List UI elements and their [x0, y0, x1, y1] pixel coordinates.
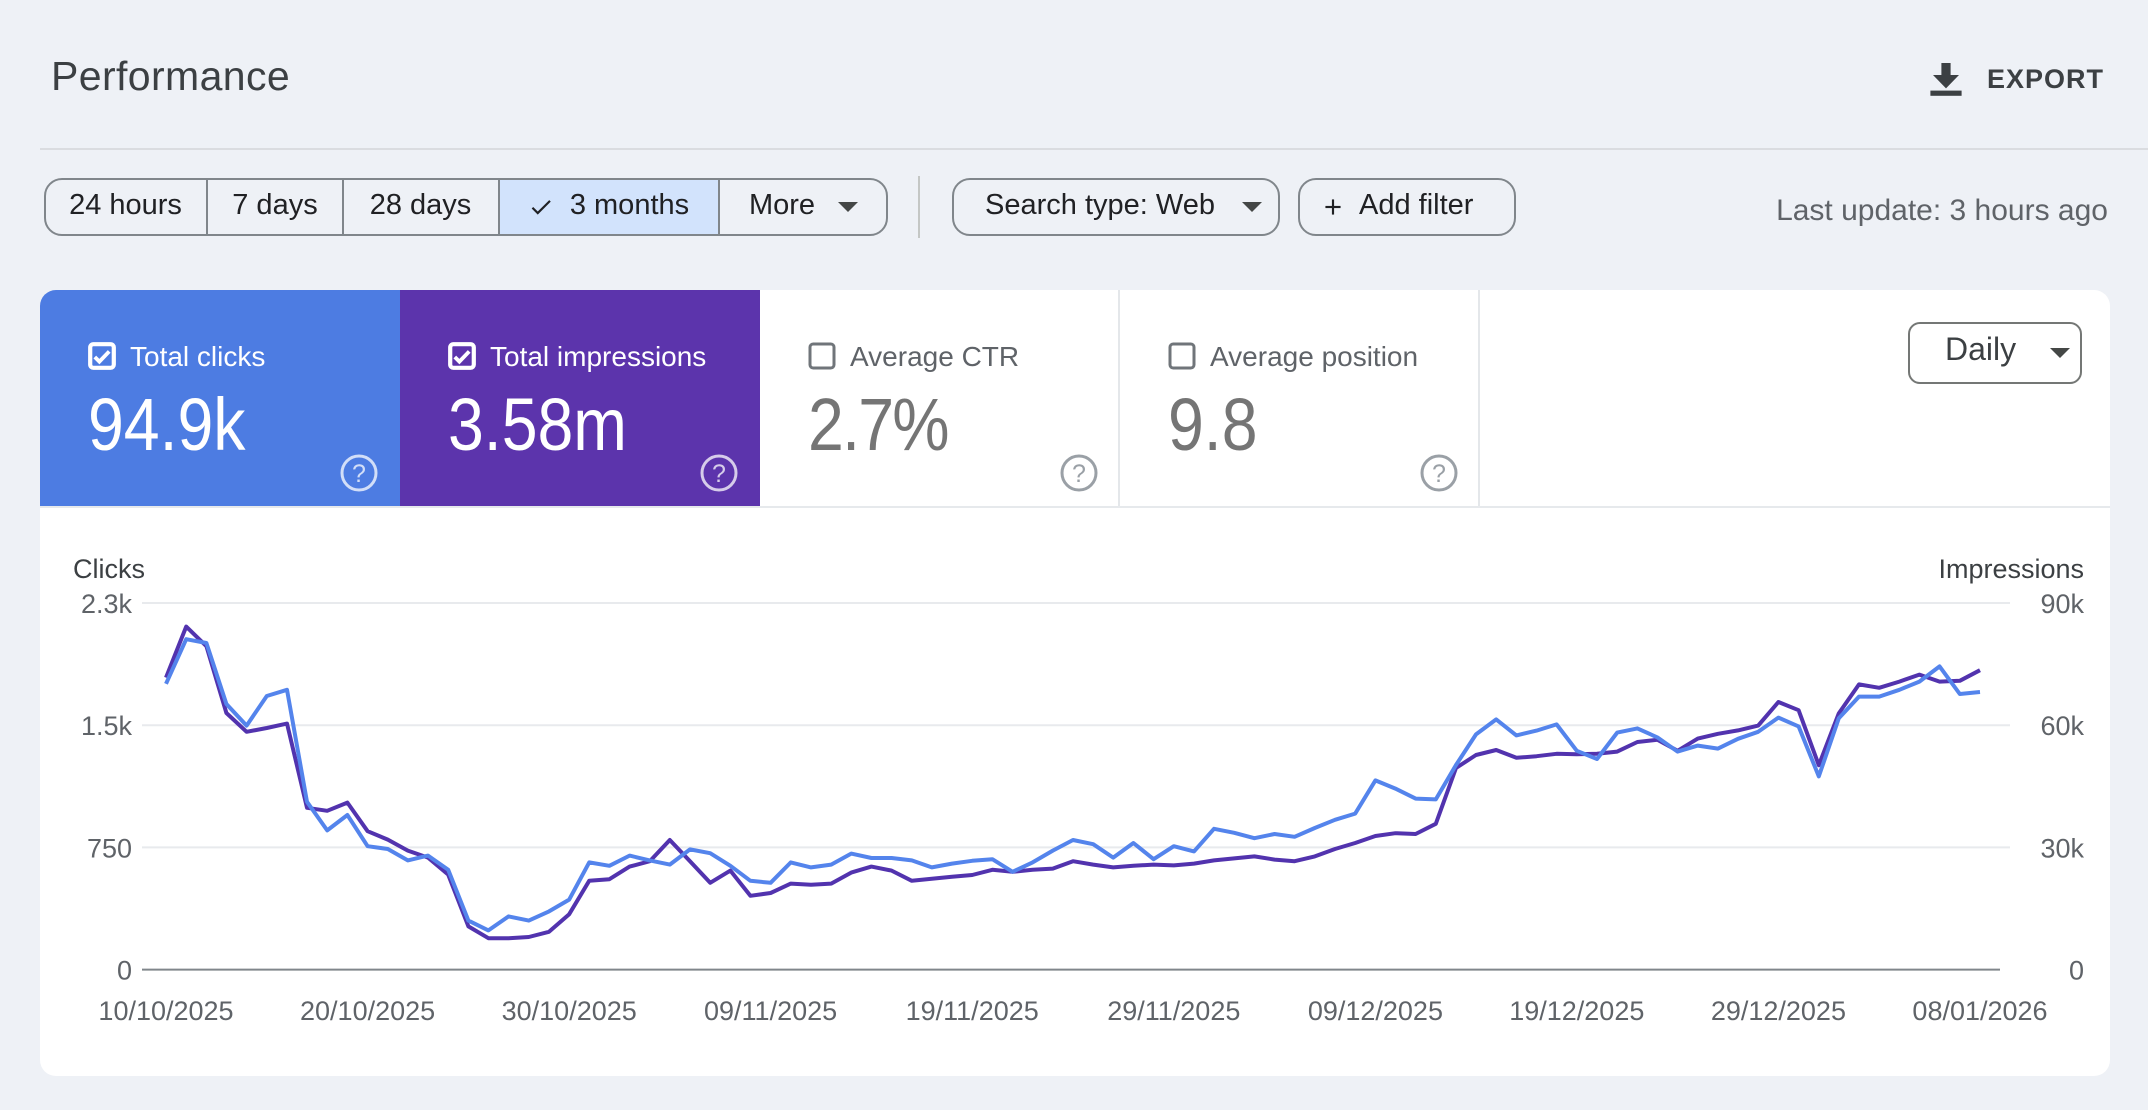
- svg-text:?: ?: [1432, 460, 1446, 488]
- svg-text:09/12/2025: 09/12/2025: [1308, 996, 1443, 1026]
- svg-text:750: 750: [87, 833, 132, 863]
- svg-text:?: ?: [712, 460, 726, 488]
- svg-text:?: ?: [352, 460, 366, 488]
- svg-text:0: 0: [117, 956, 132, 986]
- svg-text:19/12/2025: 19/12/2025: [1509, 996, 1644, 1026]
- svg-text:30k: 30k: [2040, 833, 2084, 863]
- svg-text:0: 0: [2069, 956, 2084, 986]
- svg-text:19/11/2025: 19/11/2025: [906, 996, 1039, 1026]
- svg-text:29/11/2025: 29/11/2025: [1107, 996, 1240, 1026]
- svg-text:1.5k: 1.5k: [81, 711, 133, 741]
- svg-text:29/12/2025: 29/12/2025: [1711, 996, 1846, 1026]
- svg-text:10/10/2025: 10/10/2025: [98, 996, 233, 1026]
- svg-text:Clicks: Clicks: [73, 554, 145, 584]
- svg-text:90k: 90k: [2040, 589, 2084, 619]
- svg-text:60k: 60k: [2040, 711, 2084, 741]
- svg-text:08/01/2026: 08/01/2026: [1912, 996, 2047, 1026]
- svg-text:?: ?: [1072, 460, 1086, 488]
- svg-text:Impressions: Impressions: [1938, 554, 2084, 584]
- svg-text:2.3k: 2.3k: [81, 589, 133, 619]
- svg-text:20/10/2025: 20/10/2025: [300, 996, 435, 1026]
- svg-text:30/10/2025: 30/10/2025: [502, 996, 637, 1026]
- svg-text:09/11/2025: 09/11/2025: [704, 996, 837, 1026]
